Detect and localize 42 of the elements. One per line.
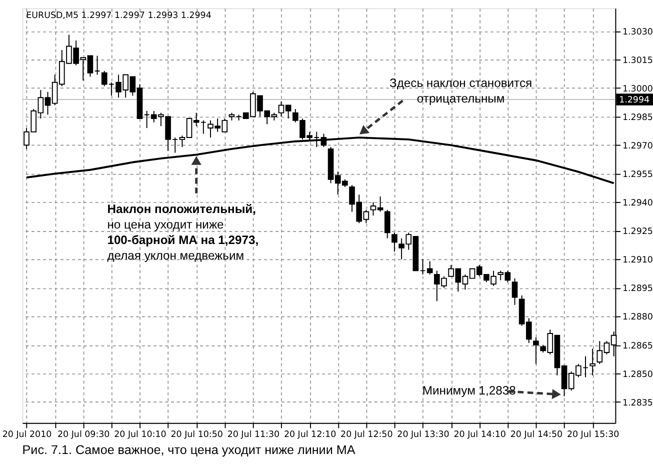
- x-tick-label: 20 Jul 14:10: [454, 430, 506, 440]
- candlestick: [426, 260, 433, 275]
- candlestick: [236, 114, 242, 121]
- y-tick-label: 1.3030: [622, 27, 653, 38]
- annotation: Наклон положительный, но цена уходит ниже 100-барной МА на 1,2973, делая уклон медвежьим: [107, 202, 259, 262]
- candlestick: [512, 278, 518, 306]
- x-tick-label: 20 Jul 09:30: [58, 430, 110, 440]
- y-tick-label: 1.2925: [622, 227, 653, 238]
- x-tick-label: 20 Jul 10:50: [170, 430, 223, 440]
- y-tick-label: 1.2835: [622, 398, 653, 408]
- y-tick-label: 1.2940: [622, 198, 653, 209]
- y-tick-label: 1.2985: [622, 113, 653, 124]
- y-tick-label: 1.2850: [622, 370, 653, 380]
- annotation: Минимум 1,2838: [422, 383, 516, 398]
- x-tick-label: 20 Jul 13:30: [397, 430, 450, 440]
- candlestick: [384, 209, 390, 239]
- y-tick-label: 1.3000: [622, 84, 653, 94]
- x-tick-label: 20 Jul 12:10: [284, 430, 336, 440]
- x-tick-label: 20 Jul 15:30: [566, 430, 620, 440]
- x-tick-label: 20 Jul 11:30: [227, 430, 280, 440]
- y-tick-label: 1.2895: [622, 284, 653, 294]
- candlestick: [533, 336, 539, 364]
- candlestick: [392, 232, 398, 252]
- candlestick: [94, 55, 100, 76]
- ref-line-label: 1.2994: [619, 95, 650, 106]
- y-tick-label: 1.2910: [622, 256, 653, 266]
- x-tick-label: 20 Jul 14:50: [510, 430, 563, 440]
- candlestick: [420, 258, 426, 275]
- y-tick-label: 1.2865: [622, 341, 653, 352]
- x-tick-label: 20 Jul 10:10: [114, 430, 166, 440]
- x-tick-label: 20 Jul 2010: [2, 430, 52, 440]
- candlestick: [200, 120, 206, 134]
- y-tick-label: 1.2970: [622, 142, 653, 152]
- y-tick-label: 1.3015: [622, 56, 653, 66]
- chart-title: EURUSD,M5 1.2997 1.2997 1.2993 1.2994: [26, 10, 212, 21]
- x-tick-label: 20 Jul 12:50: [340, 430, 393, 440]
- candlestick: [590, 348, 596, 376]
- annotation: Здесь наклон становится отрицательным: [390, 76, 532, 106]
- y-tick-label: 1.2955: [622, 170, 653, 180]
- text: Рис. 7.1. Самое важное, что цена уходит ниже линии МА: [22, 442, 356, 457]
- y-tick-label: 1.2880: [622, 312, 653, 323]
- candlestick: [144, 110, 150, 129]
